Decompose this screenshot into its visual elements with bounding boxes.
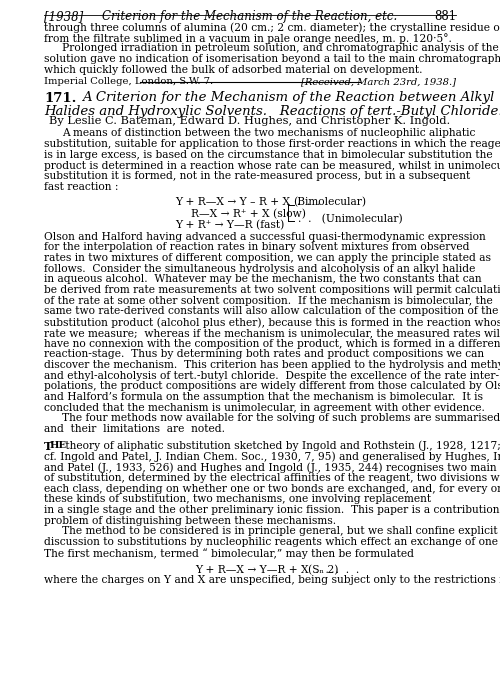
Text: Halides and Hydroxylic Solvents.   Reactions of tert.-Butyl Chloride.: Halides and Hydroxylic Solvents. Reactio… [44,105,500,118]
Text: rate we measure;  whereas if the mechanism is unimolecular, the measured rates w: rate we measure; whereas if the mechanis… [44,328,500,338]
Text: The method to be considered is in principle general, but we shall confine explic: The method to be considered is in princi… [62,526,498,536]
Text: and ethyl-alcoholysis of tert.-butyl chloride.  Despite the excellence of the ra: and ethyl-alcoholysis of tert.-butyl chl… [44,371,499,381]
Text: substitution, suitable for application to those first-order reactions in which t: substitution, suitable for application t… [44,139,500,149]
Text: follows.  Consider the simultaneous hydrolysis and alcoholysis of an alkyl halid: follows. Consider the simultaneous hydro… [44,263,476,274]
Text: .  .   (Unimolecular): . . (Unimolecular) [298,214,403,224]
Text: is in large excess, is based on the circumstance that in bimolecular substitutio: is in large excess, is based on the circ… [44,150,492,160]
Text: A means of distinction between the two mechanisms of nucleophilic aliphatic: A means of distinction between the two m… [62,128,476,139]
Text: in a single stage and the other preliminary ionic fission.  This paper is a cont: in a single stage and the other prelimin… [44,505,500,515]
Text: of substitution, determined by the electrical affinities of the reagent, two div: of substitution, determined by the elect… [44,473,500,483]
Text: (Sₙ 2): (Sₙ 2) [308,565,338,575]
Text: and  their  limitations  are  noted.: and their limitations are noted. [44,424,225,434]
Text: Criterion for the Mechanism of the Reaction, etc.: Criterion for the Mechanism of the React… [102,10,398,23]
Text: these kinds of substitution, two mechanisms, one involving replacement: these kinds of substitution, two mechani… [44,494,431,504]
Text: which quickly followed the bulk of adsorbed material on development.: which quickly followed the bulk of adsor… [44,65,422,75]
Text: cf. Ingold and Patel, J. Indian Chem. Soc., 1930, 7, 95) and generalised by Hugh: cf. Ingold and Patel, J. Indian Chem. So… [44,452,500,462]
Text: product is determined in a reaction whose rate can be measured, whilst in unimol: product is determined in a reaction whos… [44,161,500,170]
Text: have no connexion with the composition of the product, which is formed in a diff: have no connexion with the composition o… [44,339,500,348]
Text: substitution it is formed, not in the rate-measured process, but in a subsequent: substitution it is formed, not in the ra… [44,171,470,181]
Text: R—X → R⁺ + X (slow): R—X → R⁺ + X (slow) [191,208,306,219]
Text: each class, depending on whether one or two bonds are exchanged, and, for every : each class, depending on whether one or … [44,483,500,494]
Text: fast reaction :: fast reaction : [44,182,118,192]
Text: The first mechanism, termed “ bimolecular,” may then be formulated: The first mechanism, termed “ bimolecula… [44,548,414,559]
Text: The four methods now available for the solving of such problems are summarised,: The four methods now available for the s… [62,414,500,424]
Text: 881: 881 [434,10,456,23]
Text: where the charges on Y and X are unspecified, being subject only to the restrict: where the charges on Y and X are unspeci… [44,575,500,585]
Text: polations, the product compositions are widely different from those calculated b: polations, the product compositions are … [44,382,500,391]
Text: discover the mechanism.  This criterion has been applied to the hydrolysis and m: discover the mechanism. This criterion h… [44,360,500,370]
Text: and Halford’s formula on the assumption that the mechanism is bimolecular.  It i: and Halford’s formula on the assumption … [44,392,483,402]
Text: Olson and Halford having advanced a successful quasi-thermodynamic expression: Olson and Halford having advanced a succ… [44,232,486,242]
Text: be derived from rate measurements at two solvent compositions will permit calcul: be derived from rate measurements at two… [44,285,500,295]
Text: concluded that the mechanism is unimolecular, in agreement with other evidence.: concluded that the mechanism is unimolec… [44,403,485,413]
Text: solution gave no indication of isomerisation beyond a tail to the main chromatog: solution gave no indication of isomerisa… [44,54,500,64]
Text: theory of aliphatic substitution sketched by Ingold and Rothstein (J., 1928, 121: theory of aliphatic substitution sketche… [62,441,500,452]
Text: A Criterion for the Mechanism of the Reaction between Alkyl: A Criterion for the Mechanism of the Rea… [82,92,494,105]
Text: By Leslie C. Bateman, Edward D. Hughes, and Christopher K. Ingold.: By Leslie C. Bateman, Edward D. Hughes, … [50,117,450,126]
Text: from the filtrate sublimed in a vacuum in pale orange needles, m. p. 120·5°.: from the filtrate sublimed in a vacuum i… [44,33,452,43]
Text: rates in two mixtures of different composition, we can apply the principle state: rates in two mixtures of different compo… [44,253,491,263]
Text: problem of distinguishing between these mechanisms.: problem of distinguishing between these … [44,516,336,526]
Text: Imperial College, London, S.W. 7.: Imperial College, London, S.W. 7. [44,77,213,86]
Text: discussion to substitutions by nucleophilic reagents which effect an exchange of: discussion to substitutions by nucleophi… [44,537,500,547]
Text: in aqueous alcohol.  Whatever may be the mechanism, the two constants that can: in aqueous alcohol. Whatever may be the … [44,274,482,285]
Text: Y + R⁺ → Y—R (fast): Y + R⁺ → Y—R (fast) [175,220,284,231]
Text: reaction-stage.  Thus by determining both rates and product compositions we can: reaction-stage. Thus by determining both… [44,349,484,359]
Text: for the interpolation of reaction rates in binary solvent mixtures from observed: for the interpolation of reaction rates … [44,242,470,253]
Text: substitution product (alcohol plus ether), because this is formed in the reactio: substitution product (alcohol plus ether… [44,317,500,328]
Text: 171.: 171. [44,92,76,105]
Text: [Received, March 23rd, 1938.]: [Received, March 23rd, 1938.] [301,77,456,86]
Text: same two rate-derived constants will also allow calculation of the composition o: same two rate-derived constants will als… [44,306,498,316]
Text: and Patel (J., 1933, 526) and Hughes and Ingold (J., 1935, 244) recognises two m: and Patel (J., 1933, 526) and Hughes and… [44,462,500,473]
Text: HE: HE [50,441,66,450]
Text: through three columns of alumina (20 cm.; 2 cm. diameter); the crystalline resid: through three columns of alumina (20 cm.… [44,22,500,33]
Text: of the rate at some other solvent composition.  If the mechanism is bimolecular,: of the rate at some other solvent compos… [44,296,493,306]
Text: (Bimolecular): (Bimolecular) [293,197,366,207]
Text: T: T [44,441,52,452]
Text: [1938]: [1938] [44,10,83,23]
Text: Prolonged irradiation in petroleum solution, and chromatographic analysis of the: Prolonged irradiation in petroleum solut… [62,43,500,54]
Text: Y + R—X → Y – R + X  .  .  .: Y + R—X → Y – R + X . . . [175,197,320,206]
Text: Y + R—X → Y—R + X  .  .  .  .  .: Y + R—X → Y—R + X . . . . . [195,565,359,574]
